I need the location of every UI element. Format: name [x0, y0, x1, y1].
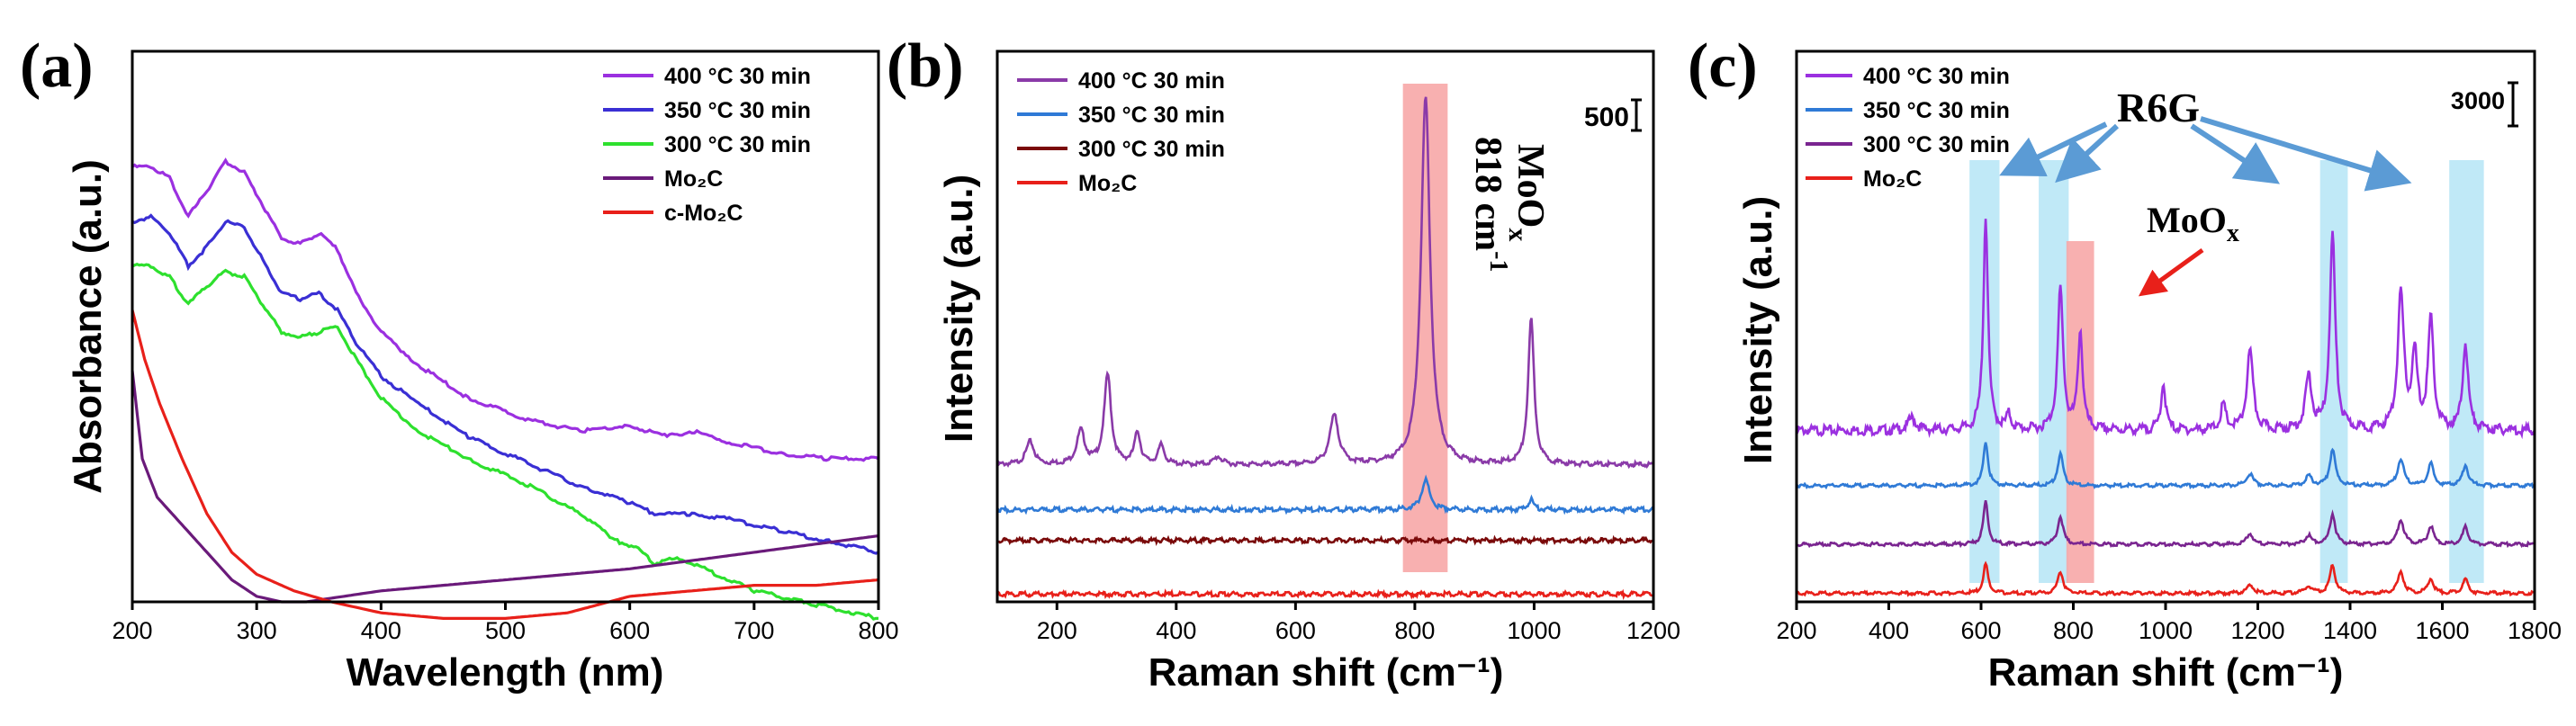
panel-a-x-tick-label: 400	[361, 617, 401, 644]
panel-a: 200 300 400 500 600 700 800 (a) Wavelength (nm…	[20, 31, 899, 695]
panel-c-line-mo-c	[1795, 560, 2535, 597]
panel-a-series-group	[131, 157, 879, 621]
panel-a-line-350-c-30-min	[131, 213, 879, 555]
panel-a-letter: (a)	[20, 31, 94, 101]
panel-c-x-tick-label: 1200	[2230, 617, 2284, 644]
panel-c-r6g-highlight-band	[2319, 160, 2348, 583]
panel-b-line-400-c-30-min	[995, 96, 1654, 470]
panel-b-x-tick-label: 1200	[1626, 617, 1680, 644]
panel-a-x-axis-title: Wavelength (nm)	[347, 650, 664, 695]
panel-c-x-ticks: 200 400 600 800 1000 1200 1400 1600 1800	[1776, 602, 2562, 644]
panel-b-line-mo-c	[995, 588, 1654, 601]
panel-c-moox-highlight-band	[2066, 241, 2094, 583]
panel-c-scale-bar: 3000	[2451, 81, 2518, 128]
panel-b-x-tick-label: 800	[1394, 617, 1435, 644]
panel-c-r6g-annotation: R6G	[2117, 85, 2200, 130]
panel-b-x-axis-title: Raman shift (cm⁻¹)	[1148, 650, 1504, 695]
panel-a-x-tick-label: 500	[485, 617, 526, 644]
panel-b-letter: (b)	[887, 31, 964, 101]
panel-c-x-axis-title: Raman shift (cm⁻¹)	[1988, 650, 2344, 695]
panel-c-line-300-c-30-min	[1796, 499, 2535, 549]
panel-c-letter: (c)	[1688, 31, 1758, 101]
panel-b-series-group	[995, 96, 1654, 601]
panel-c-line-350-c-30-min	[1796, 442, 2535, 490]
panel-a-line-c-mo-c	[131, 309, 879, 620]
panel-c-x-tick-label: 400	[1869, 617, 1909, 644]
panel-b-line-350-c-30-min	[995, 474, 1653, 515]
panel-b-moox-highlight-band	[1402, 84, 1448, 572]
panel-b-scale-bar: 500	[1584, 98, 1642, 132]
panel-c-y-axis-title: Intensity (a.u.)	[1736, 196, 1780, 464]
panel-a-line-mo-c	[131, 370, 879, 604]
panel-c-line-400-c-30-min	[1795, 219, 2536, 440]
panel-c: 200 400 600 800 1000 1200 1400 1600 1800 (c) Ram…	[1688, 31, 2562, 695]
panel-c-x-tick-label: 1000	[2139, 617, 2193, 644]
panel-a-legend-label-c-mo-c: c-Mo₂C	[664, 201, 743, 226]
panel-c-moox-annotation: MoOx	[2147, 200, 2239, 247]
panel-c-x-tick-label: 200	[1776, 617, 1816, 644]
panel-c-r6g-arrow-2	[2055, 123, 2120, 184]
panel-a-x-tick-label: 600	[609, 617, 650, 644]
panel-c-legend-label-300-c-30-min: 300 °C 30 min	[1863, 132, 2010, 157]
panel-b-x-tick-label: 200	[1037, 617, 1077, 644]
panel-a-legend-label-350-c-30-min: 350 °C 30 min	[664, 98, 811, 123]
panel-c-r6g-arrow-3	[2190, 123, 2281, 184]
panel-c-legend-label-350-c-30-min: 350 °C 30 min	[1863, 98, 2010, 123]
panel-b-plot-frame	[995, 49, 1655, 604]
panel-a-line-300-c-30-min	[131, 262, 879, 621]
panel-b-x-tick-label: 400	[1156, 617, 1196, 644]
panel-c-x-tick-label: 1800	[2508, 617, 2562, 644]
panel-b: 200 400 600 800 1000 1200 (b) Raman shift (cm…	[887, 31, 1680, 695]
panel-c-x-tick-label: 1600	[2415, 617, 2469, 644]
panel-c-legend-label-400-c-30-min: 400 °C 30 min	[1863, 64, 2010, 89]
panel-b-scale-label: 500	[1584, 103, 1629, 132]
panel-c-x-tick-label: 1400	[2323, 617, 2377, 644]
panel-a-y-axis-title: Absorbance (a.u.)	[66, 159, 110, 494]
panel-c-x-tick-label: 600	[1960, 617, 2001, 644]
panel-c-highlight-bands	[1969, 160, 2484, 583]
panel-c-legend-label-mo-c: Mo₂C	[1863, 166, 1922, 192]
panel-b-x-tick-label: 1000	[1507, 617, 1561, 644]
panel-a-line-400-c-30-min	[131, 157, 879, 462]
panel-b-legend-label-mo-c: Mo₂C	[1078, 171, 1137, 196]
panel-c-series-group	[1795, 219, 2536, 597]
panel-c-moox-arrow	[2138, 247, 2204, 297]
panel-b-legend-label-300-c-30-min: 300 °C 30 min	[1078, 137, 1225, 162]
panel-a-legend-label-400-c-30-min: 400 °C 30 min	[664, 64, 811, 89]
panel-c-legend: 400 °C 30 min 350 °C 30 min 300 °C 30 min M…	[1806, 64, 2010, 192]
panel-a-legend: 400 °C 30 min 350 °C 30 min 300 °C 30 min M…	[603, 64, 811, 226]
panel-c-x-tick-label: 800	[2053, 617, 2094, 644]
panel-a-x-tick-label: 800	[858, 617, 898, 644]
panel-a-x-tick-label: 700	[734, 617, 774, 644]
panel-a-legend-label-300-c-30-min: 300 °C 30 min	[664, 132, 811, 157]
panel-c-r6g-highlight-band	[2449, 160, 2484, 583]
panel-b-legend-label-400-c-30-min: 400 °C 30 min	[1078, 68, 1225, 94]
panel-a-x-ticks: 200 300 400 500 600 700 800	[112, 602, 899, 644]
panel-a-x-tick-label: 200	[112, 617, 152, 644]
panel-a-legend-label-mo-c: Mo₂C	[664, 166, 723, 192]
panel-a-x-tick-label: 300	[237, 617, 277, 644]
panel-b-y-axis-title: Intensity (a.u.)	[937, 175, 981, 443]
panel-c-scale-label: 3000	[2451, 87, 2505, 114]
panel-b-legend-label-350-c-30-min: 350 °C 30 min	[1078, 103, 1225, 128]
panel-b-x-ticks: 200 400 600 800 1000 1200	[1037, 602, 1680, 644]
panel-c-r6g-arrow-4	[2200, 116, 2412, 192]
panel-b-moox-annotation: MoOx	[1503, 144, 1551, 241]
panel-b-legend: 400 °C 30 min 350 °C 30 min 300 °C 30 min M…	[1017, 68, 1225, 196]
panel-b-wavenumber-annotation: 818 cm-1	[1467, 137, 1512, 272]
panel-b-line-300-c-30-min	[996, 534, 1654, 546]
panel-b-x-tick-label: 600	[1275, 617, 1316, 644]
